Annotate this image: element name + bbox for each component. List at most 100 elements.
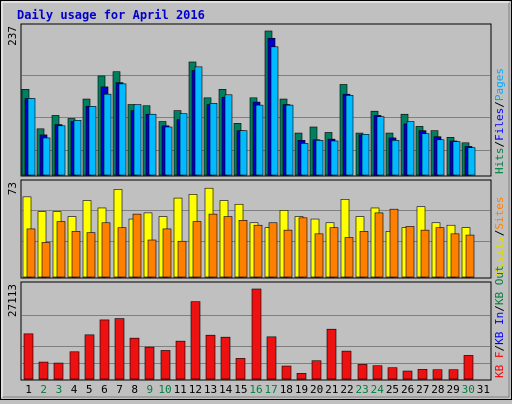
y-max-label: 73	[6, 182, 19, 195]
x-tick-label-27: 27	[416, 383, 429, 396]
bar-sites-day-30	[465, 234, 475, 278]
bar-kb-f-day-24	[372, 365, 383, 380]
bar-kb-f-day-9	[144, 346, 155, 380]
bar-pages-day-26	[406, 121, 415, 176]
x-tick-label-29: 29	[446, 383, 459, 396]
legend-item-1: Visits	[493, 236, 506, 276]
bar-sites-day-24	[374, 212, 384, 278]
bar-pages-day-12	[194, 66, 203, 176]
x-tick-label-6: 6	[101, 383, 108, 396]
bar-kb-f-day-7	[114, 318, 125, 380]
bar-pages-day-14	[224, 94, 233, 176]
bar-sites-day-7	[117, 227, 127, 278]
x-tick-label-21: 21	[325, 383, 338, 396]
legend-item-1: KB F	[493, 352, 506, 379]
legend-item-3: Sites	[493, 197, 506, 230]
y-max-label: 27113	[6, 284, 19, 317]
bar-kb-f-day-2	[38, 361, 49, 380]
bar-pages-day-1	[27, 98, 36, 176]
bar-pages-day-4	[73, 120, 82, 176]
panel-legend: Visits/Sites	[493, 197, 506, 277]
bar-kb-f-day-19	[296, 373, 307, 380]
panel-legend: Hits/Files/Pages	[493, 68, 506, 174]
bar-sites-day-22	[344, 237, 354, 278]
bar-pages-day-10	[164, 126, 173, 176]
x-tick-label-24: 24	[371, 383, 385, 396]
bar-pages-day-19	[300, 143, 309, 176]
x-tick-label-20: 20	[310, 383, 323, 396]
x-tick-label-25: 25	[386, 383, 399, 396]
bar-sites-day-2	[41, 242, 51, 278]
bar-sites-day-1	[26, 228, 36, 278]
bar-kb-f-day-29	[448, 369, 459, 380]
panel-2: 73 Visits/Sites	[6, 179, 506, 279]
bar-kb-f-day-15	[235, 358, 246, 380]
x-tick-label-16: 16	[249, 383, 262, 396]
bar-sites-day-10	[162, 228, 172, 278]
bar-sites-day-16	[253, 224, 263, 278]
bar-sites-day-13	[208, 213, 218, 278]
legend-item-2: /	[493, 345, 506, 352]
chart-title: Daily usage for April 2016	[17, 8, 205, 22]
x-tick-label-7: 7	[116, 383, 123, 396]
bar-sites-day-3	[56, 221, 66, 278]
bar-pages-day-22	[345, 95, 354, 176]
bar-kb-f-day-13	[205, 334, 216, 380]
x-tick-label-28: 28	[431, 383, 444, 396]
panel-legend: KB F/KB In/KB Out	[493, 265, 506, 378]
x-tick-label-11: 11	[174, 383, 187, 396]
bar-kb-f-day-10	[160, 350, 171, 380]
x-tick-label-22: 22	[340, 383, 353, 396]
bar-sites-day-4	[71, 231, 81, 278]
legend-item-4: /	[493, 305, 506, 312]
bar-kb-f-day-18	[281, 365, 292, 380]
legend-item-5: KB Out	[493, 265, 506, 305]
x-tick-label-13: 13	[204, 383, 217, 396]
x-tick-label-19: 19	[295, 383, 308, 396]
bar-sites-day-27	[420, 229, 430, 278]
x-tick-label-4: 4	[71, 383, 78, 396]
bar-kb-f-day-25	[387, 367, 398, 380]
bar-kb-f-day-20	[311, 360, 322, 380]
bar-kb-f-day-11	[175, 340, 186, 380]
bar-pages-day-3	[57, 125, 66, 176]
legend-item-3: Files	[493, 108, 506, 141]
series-pages	[27, 46, 476, 176]
bar-sites-day-11	[177, 240, 187, 278]
bar-sites-day-12	[192, 221, 202, 278]
legend-item-3: KB In	[493, 312, 506, 345]
bar-pages-day-25	[391, 140, 400, 176]
bar-pages-day-8	[133, 104, 142, 176]
bar-pages-day-21	[330, 140, 339, 176]
bar-pages-day-5	[88, 106, 97, 176]
x-tick-label-31: 31	[477, 383, 490, 396]
x-tick-label-9: 9	[147, 383, 154, 396]
bar-pages-day-30	[467, 147, 476, 176]
x-tick-label-14: 14	[219, 383, 233, 396]
bar-kb-f-day-30	[463, 355, 474, 380]
x-tick-label-26: 26	[401, 383, 414, 396]
bar-pages-day-16	[255, 104, 264, 176]
legend-item-4: /	[493, 101, 506, 108]
x-tick-label-23: 23	[356, 383, 369, 396]
bar-pages-day-6	[103, 93, 112, 176]
x-tick-label-5: 5	[86, 383, 93, 396]
bar-sites-day-5	[86, 232, 96, 278]
y-max-label: 237	[6, 26, 19, 46]
bar-pages-day-23	[361, 133, 370, 176]
bar-kb-f-day-16	[251, 288, 262, 380]
bar-kb-f-day-1	[23, 333, 34, 380]
bar-sites-day-21	[329, 227, 339, 278]
bar-sites-day-18	[283, 229, 293, 278]
x-tick-label-17: 17	[265, 383, 278, 396]
bar-sites-day-26	[405, 226, 415, 278]
bar-sites-day-20	[314, 233, 324, 278]
bar-sites-day-9	[147, 239, 157, 278]
legend-item-1: Hits	[493, 148, 506, 175]
bar-sites-day-23	[359, 231, 369, 278]
bar-sites-day-6	[101, 222, 111, 278]
